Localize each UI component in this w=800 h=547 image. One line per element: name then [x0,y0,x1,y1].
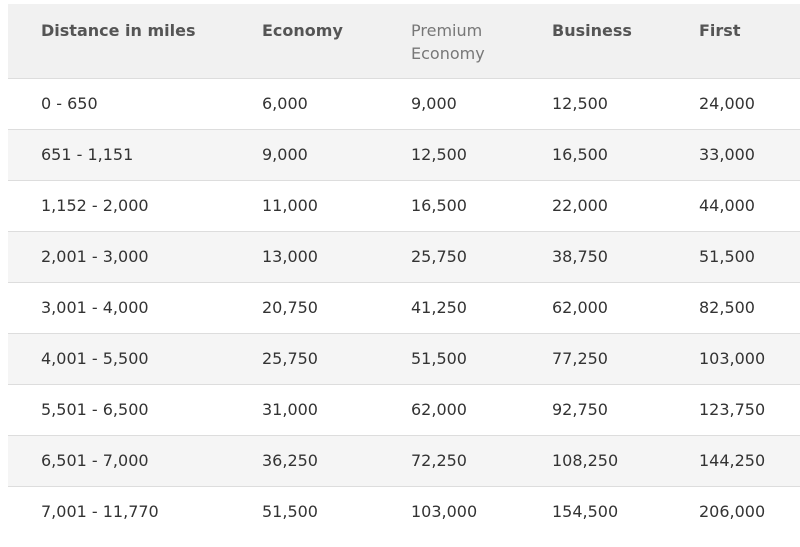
header-economy: Economy [229,4,378,79]
table-row: 3,001 - 4,000 20,750 41,250 62,000 82,50… [8,281,800,333]
cell-distance: 2,001 - 3,000 [8,230,229,282]
cell-economy: 31,000 [229,383,378,435]
table-row: 0 - 650 6,000 9,000 12,500 24,000 [8,78,800,129]
cell-premium-economy: 72,250 [378,434,519,486]
cell-first: 123,750 [666,383,800,435]
cell-economy: 6,000 [262,94,308,113]
cell-economy: 36,250 [229,434,378,486]
award-chart-table: Distance in miles Economy Premium Econom… [8,4,800,537]
cell-business: 16,500 [519,128,666,180]
cell-premium-economy: 62,000 [378,383,519,435]
award-chart-table-container: Distance in miles Economy Premium Econom… [8,4,800,537]
cell-distance: 0 - 650 [41,94,98,113]
cell-premium-economy: 41,250 [378,281,519,333]
cell-business: 38,750 [519,230,666,282]
cell-first: 33,000 [666,128,800,180]
cell-premium-economy: 25,750 [378,230,519,282]
cell-economy: 20,750 [229,281,378,333]
cell-first: 206,000 [666,485,800,537]
cell-economy: 9,000 [229,128,378,180]
cell-distance: 1,152 - 2,000 [8,179,229,231]
cell-business: 154,500 [519,485,666,537]
header-first: First [666,4,800,79]
header-business: Business [519,4,666,79]
cell-premium-economy: 103,000 [378,485,519,537]
cell-economy: 11,000 [229,179,378,231]
cell-economy: 25,750 [229,332,378,384]
cell-premium-economy: 51,500 [378,332,519,384]
table-row: 5,501 - 6,500 31,000 62,000 92,750 123,7… [8,383,800,435]
cell-first: 51,500 [666,230,800,282]
header-distance: Distance in miles [8,4,229,79]
cell-business: 12,500 [552,94,608,113]
cell-first: 82,500 [666,281,800,333]
cell-first: 24,000 [699,94,755,113]
cell-business: 92,750 [519,383,666,435]
cell-premium-economy: 12,500 [378,128,519,180]
table-row: 6,501 - 7,000 36,250 72,250 108,250 144,… [8,434,800,486]
header-premium-economy: Premium Economy [378,4,519,79]
cell-economy: 13,000 [229,230,378,282]
cell-first: 144,250 [666,434,800,486]
cell-business: 108,250 [519,434,666,486]
cell-first: 103,000 [666,332,800,384]
table-body: 0 - 650 6,000 9,000 12,500 24,000 651 - … [8,78,800,537]
table-header: Distance in miles Economy Premium Econom… [8,4,800,79]
table-row: 2,001 - 3,000 13,000 25,750 38,750 51,50… [8,230,800,282]
cell-business: 77,250 [519,332,666,384]
cell-distance: 5,501 - 6,500 [8,383,229,435]
cell-distance: 651 - 1,151 [8,128,229,180]
header-row: Distance in miles Economy Premium Econom… [8,4,800,79]
table-row: 4,001 - 5,500 25,750 51,500 77,250 103,0… [8,332,800,384]
table-row: 7,001 - 11,770 51,500 103,000 154,500 20… [8,485,800,537]
table-row: 1,152 - 2,000 11,000 16,500 22,000 44,00… [8,179,800,231]
cell-distance: 3,001 - 4,000 [8,281,229,333]
cell-premium-economy: 9,000 [411,94,457,113]
cell-business: 62,000 [519,281,666,333]
cell-distance: 6,501 - 7,000 [8,434,229,486]
cell-first: 44,000 [666,179,800,231]
cell-distance: 4,001 - 5,500 [8,332,229,384]
cell-economy: 51,500 [229,485,378,537]
table-row: 651 - 1,151 9,000 12,500 16,500 33,000 [8,128,800,180]
cell-business: 22,000 [519,179,666,231]
cell-distance: 7,001 - 11,770 [8,485,229,537]
cell-premium-economy: 16,500 [378,179,519,231]
